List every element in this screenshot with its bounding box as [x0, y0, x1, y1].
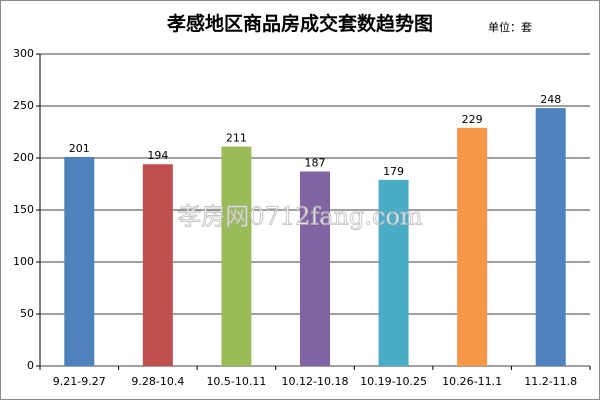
data-label: 187 [305, 157, 326, 170]
x-tick-label: 10.19-10.25 [360, 375, 427, 388]
bar [300, 171, 330, 366]
bar [64, 156, 95, 366]
data-label: 211 [226, 132, 247, 145]
data-label: 201 [69, 142, 90, 155]
x-tick-label: 9.28-10.4 [131, 375, 184, 388]
y-tick-label: 100 [13, 255, 34, 268]
data-label: 194 [147, 149, 168, 162]
data-label: 179 [383, 165, 404, 178]
watermark: 孝房网0712fang.com [177, 203, 423, 231]
bar [221, 146, 252, 366]
bar [535, 108, 566, 366]
y-tick-label: 200 [13, 151, 34, 164]
data-label: 229 [462, 113, 483, 126]
bar [378, 179, 409, 366]
data-label: 248 [540, 93, 561, 106]
y-tick-label: 250 [13, 99, 34, 112]
y-tick-label: 50 [20, 307, 34, 320]
y-tick-label: 150 [13, 203, 34, 216]
y-tick-label: 0 [27, 359, 34, 372]
chart-title: 孝感地区商品房成交套数趋势图 [167, 12, 433, 35]
bar [142, 164, 173, 366]
y-tick-label: 300 [13, 47, 34, 60]
x-tick-label: 10.5-10.11 [206, 375, 266, 388]
x-tick-label: 10.26-11.1 [442, 375, 502, 388]
x-tick-label: 11.2-11.8 [524, 375, 577, 388]
x-tick-label: 9.21-9.27 [53, 375, 106, 388]
unit-label: 单位：套 [488, 20, 532, 34]
bar [457, 127, 488, 366]
x-tick-label: 10.12-10.18 [282, 375, 349, 388]
